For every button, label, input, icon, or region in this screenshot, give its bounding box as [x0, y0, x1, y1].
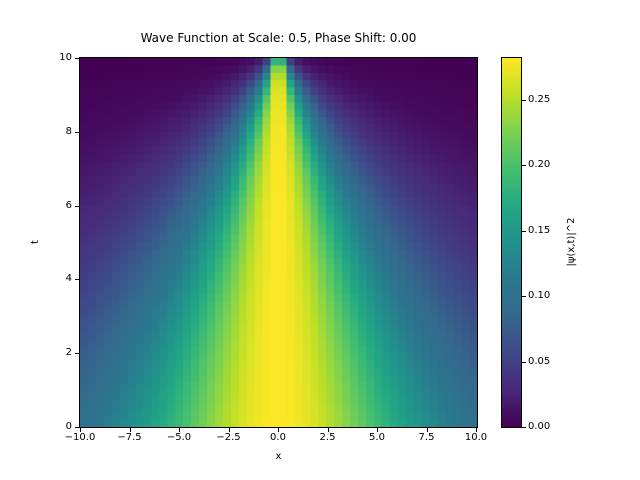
y-tick-mark [75, 132, 79, 133]
x-tick-mark [427, 428, 428, 432]
colorbar-tick-mark [522, 231, 526, 232]
colorbar-tick-label: 0.05 [528, 355, 551, 367]
y-tick-mark [75, 427, 79, 428]
x-tick-label: −10.0 [64, 432, 96, 443]
x-tick-label: −7.5 [117, 432, 142, 443]
colorbar-tick-label: 0.15 [528, 224, 551, 236]
y-tick-label: 4 [65, 273, 72, 285]
x-tick-label: 2.5 [319, 432, 336, 443]
x-tick-mark [229, 428, 230, 432]
colorbar-gradient [501, 57, 522, 428]
x-tick-mark [377, 428, 378, 432]
y-tick-label: 8 [65, 125, 72, 137]
y-tick-mark [75, 353, 79, 354]
y-tick-label: 10 [59, 52, 72, 63]
y-tick-label: 2 [65, 347, 72, 359]
chart-title: Wave Function at Scale: 0.5, Phase Shift… [140, 31, 417, 45]
x-tick-label: −5.0 [166, 432, 192, 443]
x-tick-label: 10.0 [464, 432, 488, 443]
y-tick-mark [75, 206, 79, 207]
x-tick-label: 5.0 [369, 432, 385, 443]
x-axis-label: x [275, 451, 282, 462]
colorbar-tick-mark [522, 427, 526, 428]
colorbar-tick-mark [522, 165, 526, 166]
colorbar-tick-mark [522, 362, 526, 363]
x-tick-mark [476, 428, 477, 432]
x-tick-mark [130, 428, 131, 432]
colorbar-tick-label: 0.10 [528, 290, 551, 302]
x-tick-label: −2.5 [216, 432, 241, 443]
colorbar-tick-mark [522, 296, 526, 297]
colorbar-tick-label: 0.20 [528, 159, 551, 171]
x-tick-mark [278, 428, 279, 432]
colorbar-tick-label: 0.00 [528, 421, 551, 432]
y-tick-label: 6 [65, 199, 72, 211]
y-axis-label: t [30, 240, 41, 244]
x-tick-label: 7.5 [418, 432, 435, 443]
heatmap-canvas [79, 57, 478, 428]
y-tick-mark [75, 279, 79, 280]
x-tick-label: 0.0 [270, 432, 286, 443]
y-tick-mark [75, 58, 79, 59]
x-tick-mark [80, 428, 81, 432]
y-tick-label: 0 [65, 421, 72, 432]
colorbar-tick-mark [522, 100, 526, 101]
x-tick-mark [179, 428, 180, 432]
colorbar-label: |ψ(x,t)|^2 [566, 217, 577, 267]
x-tick-mark [328, 428, 329, 432]
colorbar-tick-label: 0.25 [528, 93, 551, 105]
